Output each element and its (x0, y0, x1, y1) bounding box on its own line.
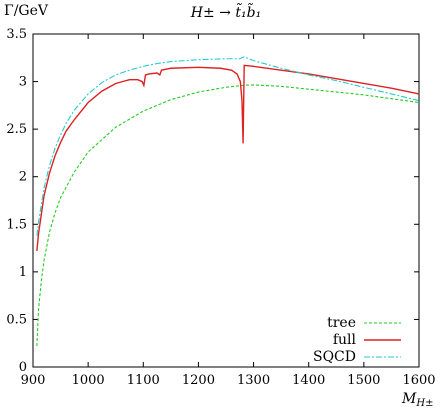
x-tick-label: 900 (21, 373, 46, 388)
y-tick-label: 2.5 (6, 122, 27, 137)
x-axis-label-main: M (401, 391, 417, 407)
y-tick-label: 0 (19, 360, 27, 375)
x-tick-label: 1200 (182, 373, 215, 388)
y-tick-label: 3 (19, 75, 27, 90)
y-tick-labels: 0 0.5 1 1.5 2 2.5 3 3.5 (6, 27, 27, 375)
series-lines (36, 56, 420, 347)
series-line-tree (36, 84, 420, 347)
legend-label-tree: tree (327, 315, 356, 331)
x-tick-label: 1100 (127, 373, 160, 388)
series-line-full (36, 64, 420, 251)
y-tick-label: 2 (19, 170, 27, 185)
x-tick-label: 1300 (237, 373, 270, 388)
y-axis-label: Γ/GeV (4, 3, 49, 19)
x-tick-labels: 900 1000 1100 1200 1300 1400 1500 1600 (21, 373, 436, 388)
chart-title: H± → t̃₁b̃₁ (190, 2, 261, 21)
y-tick-label: 1.5 (6, 217, 27, 232)
x-axis-label: MH± (401, 391, 433, 409)
x-tick-label: 1400 (292, 373, 325, 388)
y-tick-label: 3.5 (6, 27, 27, 42)
legend-label-sqcd: SQCD (313, 349, 356, 365)
series-line-sqcd (36, 56, 420, 236)
plot-frame (32, 33, 420, 368)
legend-label-full: full (333, 332, 357, 348)
y-tick-label: 0.5 (6, 312, 27, 327)
y-tick-label: 1 (19, 265, 27, 280)
x-axis-label-subscript: H± (415, 398, 433, 409)
x-tick-label: 1500 (347, 373, 380, 388)
legend: tree full SQCD (313, 315, 401, 365)
x-tick-label: 1000 (72, 373, 105, 388)
x-tick-label: 1600 (402, 373, 435, 388)
tick-marks (32, 33, 420, 368)
